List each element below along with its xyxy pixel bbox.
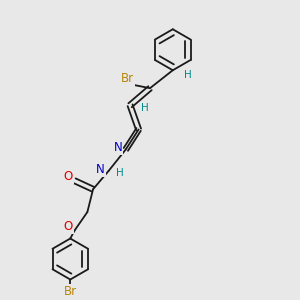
Text: O: O (64, 170, 73, 183)
Text: N: N (113, 142, 122, 154)
Text: H: H (116, 168, 123, 178)
Text: H: H (184, 70, 191, 80)
Text: Br: Br (64, 285, 77, 298)
Text: N: N (96, 163, 105, 176)
Text: O: O (64, 220, 73, 233)
Text: H: H (141, 103, 149, 113)
Text: Br: Br (121, 72, 134, 85)
